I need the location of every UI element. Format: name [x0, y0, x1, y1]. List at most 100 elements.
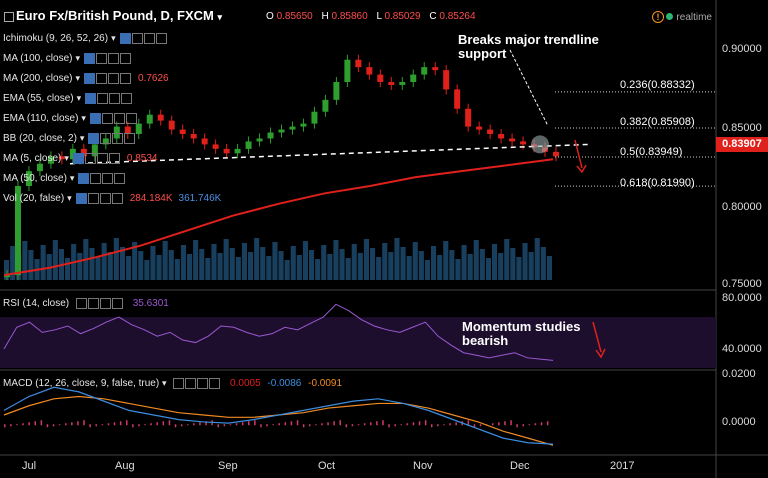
candle-body [245, 141, 252, 149]
macd-histogram-bar [217, 424, 219, 428]
indicator-controls[interactable] [89, 113, 138, 124]
candle-body [443, 70, 450, 90]
candle-body [322, 99, 329, 112]
macd-line [3, 386, 554, 445]
alert-icon[interactable]: ! [652, 11, 664, 23]
indicator-row[interactable]: BB (20, close, 2) ▾ [3, 133, 136, 144]
indicator-controls[interactable] [88, 133, 136, 144]
indicator-label: EMA (110, close) [3, 113, 79, 125]
macd-histogram-bar [241, 422, 244, 426]
volume-bar [193, 240, 199, 280]
volume-bar [248, 252, 254, 280]
macd-histogram-bar [229, 424, 232, 426]
macd-histogram-bar [113, 422, 116, 426]
candle-body [80, 148, 87, 157]
time-tick: Nov [413, 460, 433, 472]
chevron-down-icon[interactable]: ▾ [217, 12, 223, 22]
chevron-down-icon[interactable]: ▾ [67, 193, 72, 204]
chevron-down-icon[interactable]: ▾ [111, 33, 116, 44]
volume-bar [406, 256, 412, 280]
indicator-controls[interactable] [85, 93, 133, 104]
candle-body [36, 163, 43, 172]
indicator-row[interactable]: EMA (55, close) ▾ [3, 93, 133, 104]
macd-histogram-bar [540, 422, 543, 426]
volume-bar [229, 248, 235, 280]
time-tick: Dec [510, 460, 530, 472]
indicator-value-2: 361.746K [178, 193, 222, 205]
open-label: O [266, 11, 274, 22]
chevron-down-icon[interactable]: ▾ [69, 173, 75, 184]
volume-bar [394, 238, 400, 280]
chevron-down-icon[interactable]: ▾ [64, 153, 69, 164]
volume-bar [260, 247, 266, 280]
macd-histogram-bar [119, 421, 122, 426]
volume-bar [223, 239, 229, 280]
indicator-label: Vol (20, false) [3, 193, 65, 205]
volume-bar [199, 249, 205, 280]
volume-bar [339, 249, 345, 280]
rsi-controls[interactable] [75, 298, 124, 309]
indicator-row[interactable]: MA (100, close) ▾ [3, 53, 132, 64]
macd-histogram-bar [443, 424, 445, 426]
volume-bar [278, 251, 284, 280]
candle-body [69, 148, 76, 160]
indicator-controls[interactable] [84, 53, 132, 64]
indicator-controls[interactable] [84, 73, 132, 84]
collapse-icon[interactable] [4, 12, 14, 22]
macd-histogram-bar [138, 424, 140, 427]
indicator-controls[interactable] [78, 173, 126, 184]
macd-value-3: -0.0091 [308, 378, 343, 390]
indicator-controls[interactable] [72, 153, 121, 164]
macd-histogram-bar [107, 423, 110, 426]
indicator-row[interactable]: MA (5, close) ▾ 0.8534 [3, 153, 157, 164]
time-tick: Oct [318, 460, 336, 472]
candle-body [47, 156, 54, 164]
macd-histogram-bar [205, 421, 207, 426]
candle-body [311, 111, 318, 124]
indicator-row[interactable]: Ichimoku (9, 26, 52, 26) ▾ [3, 33, 168, 44]
indicator-label: MA (200, close) [3, 73, 73, 85]
indicator-row[interactable]: EMA (110, close) ▾ [3, 113, 138, 124]
ohlc-readout: O 0.85650 H 0.85860 L 0.85029 C 0.85264 [266, 11, 482, 22]
volume-bar [485, 258, 491, 280]
volume-bar [345, 258, 351, 280]
symbol-title[interactable]: Euro Fx/British Pound, D, FXCM ▾ [16, 8, 222, 23]
candle-body [124, 126, 131, 134]
indicator-row[interactable]: Vol (20, false) ▾ 284.184K 361.746K [3, 193, 221, 204]
macd-histogram-bar [10, 424, 12, 427]
volume-bar [376, 257, 382, 280]
volume-bar [174, 259, 180, 280]
indicator-value: 284.184K [129, 193, 173, 205]
volume-bar [363, 239, 369, 280]
indicator-controls[interactable] [119, 33, 168, 44]
rsi-tick: 80.0000 [722, 292, 762, 304]
momentum-annotation-line2: bearish [462, 333, 509, 348]
chevron-down-icon[interactable]: ▾ [79, 133, 85, 144]
indicator-row[interactable]: MA (50, close) ▾ [3, 173, 126, 184]
time-tick: 2017 [610, 460, 635, 472]
volume-bar [254, 238, 260, 280]
chevron-down-icon[interactable]: ▾ [75, 53, 81, 64]
macd-histogram-bar [22, 423, 24, 426]
indicator-label: EMA (55, close) [3, 93, 74, 105]
rsi-arrow [592, 321, 602, 353]
macd-controls[interactable] [173, 378, 221, 389]
chevron-down-icon[interactable]: ▾ [75, 73, 81, 84]
macd-histogram-bar [363, 423, 366, 426]
indicator-controls[interactable] [75, 193, 124, 204]
volume-bar [443, 241, 449, 280]
chevron-down-icon[interactable]: ▾ [81, 113, 86, 124]
volume-bar [449, 250, 455, 280]
macd-histogram-bar [144, 424, 146, 426]
symbol-title-text: Euro Fx/British Pound, D, FXCM [16, 8, 214, 23]
volume-bar [473, 240, 479, 280]
candle-body [377, 74, 384, 82]
indicator-row[interactable]: MA (200, close) ▾ 0.7626 [3, 73, 169, 84]
volume-bar [357, 253, 363, 280]
chevron-down-icon[interactable]: ▾ [161, 378, 167, 389]
chevron-down-icon[interactable]: ▾ [76, 93, 82, 104]
macd-histogram-bar [278, 423, 280, 426]
volume-bar [266, 256, 272, 280]
volume-bar [333, 240, 339, 280]
